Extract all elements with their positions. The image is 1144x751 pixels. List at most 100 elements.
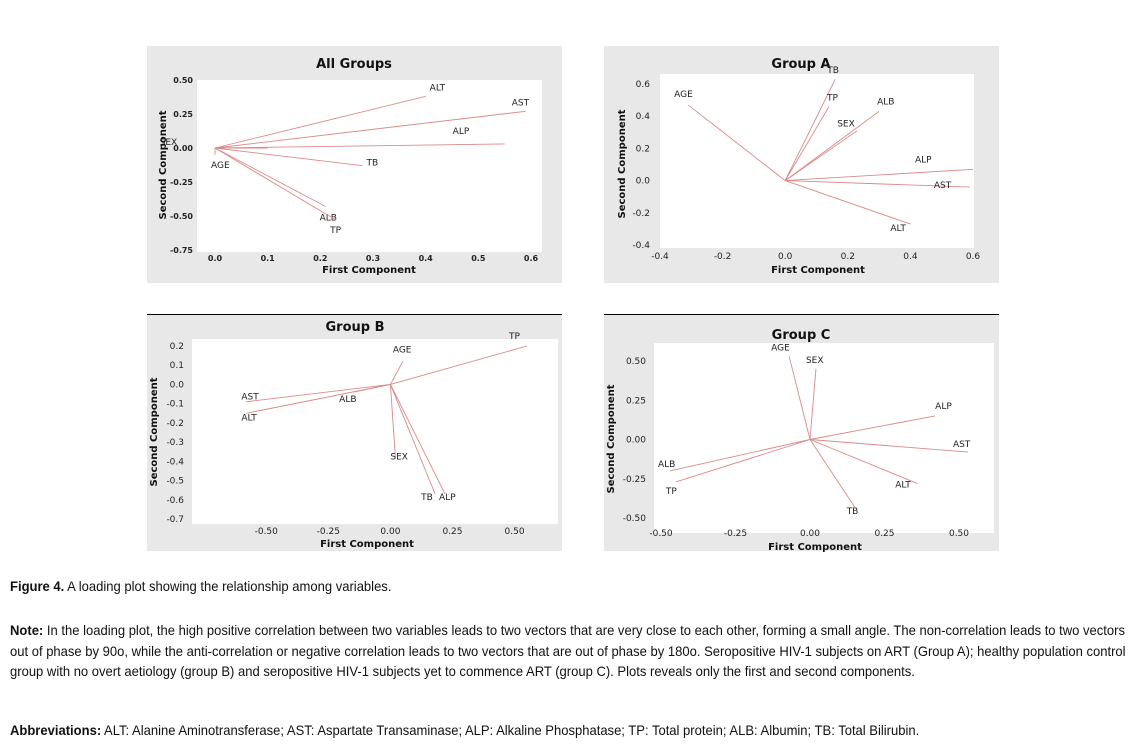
y-tick-label: -0.1 [166,400,184,410]
vector-label-sex: SEX [806,356,824,366]
chart-group-b: Group B 0.2 0.1 0.0 -0.1 -0.2 -0.3 -0.4 -0.5 -0.… [147,315,562,551]
vector-label-alp: ALP [935,402,952,412]
loading-vector-ast [246,383,391,403]
loading-vector-ast [809,439,968,453]
y-tick-label: -0.2 [166,419,184,429]
loading-vector-alp [785,168,974,182]
y-tick-label: 0.50 [173,76,193,85]
vector-label-alb: ALB [658,460,675,470]
loading-vector-alb [214,147,326,207]
note-label: Note: [10,622,44,638]
vector-label-tb: TB [420,493,433,503]
y-tick-label: -0.75 [170,246,193,255]
y-axis-label: Second Component [158,110,169,219]
vector-label-ast: AST [241,393,259,403]
y-tick-label: -0.7 [166,515,184,525]
chart-group-a: Group A 0.6 0.4 0.2 0.0 -0.2 -0.4 -0.4 -0.2 0.0… [604,46,999,283]
y-tick-label: 0.00 [626,436,646,446]
loading-vector-alb [669,439,811,472]
chart-title: Group A [771,57,830,72]
vector-label-age: AGE [771,343,790,353]
y-tick-label: -0.4 [166,457,184,467]
chart-svg: All Groups 0.50 0.25 0.00 -0.25 -0.50 -0.75 0… [158,57,542,276]
loading-vector-alp [214,143,505,149]
panel-divider [604,314,999,315]
y-tick-label: -0.2 [632,209,650,219]
x-tick-label: 0.0 [208,254,223,263]
x-tick-label: 0.2 [313,254,327,263]
vector-label-alb: ALB [339,395,356,405]
x-tick-label: -0.50 [649,529,673,539]
x-tick-label: 0.6 [524,254,539,263]
caption-label: Figure 4. [10,578,65,594]
x-tick-label: 0.4 [903,252,918,262]
x-tick-label: 0.00 [380,527,400,537]
loading-vector-alb [353,384,391,393]
x-tick-label: 0.1 [261,254,276,263]
vector-label-sex: SEX [390,452,408,462]
x-axis-label: First Component [320,539,414,550]
vector-label-sex: SEX [160,138,178,148]
loading-vector-alt [809,439,918,484]
chart-svg: Group B 0.2 0.1 0.0 -0.1 -0.2 -0.3 -0.4 -0.5 -0.… [149,320,558,550]
vector-label-age: AGE [211,161,230,171]
x-tick-label: -0.25 [724,529,747,539]
x-tick-label: 0.25 [442,527,462,537]
loading-vector-tb [809,439,856,508]
chart-all-groups: All Groups 0.50 0.25 0.00 -0.25 -0.50 -0.75 0… [147,46,562,283]
vector-label-age: AGE [674,90,693,100]
vector-label-ast: AST [953,440,971,450]
vector-label-alp: ALP [439,493,456,503]
loading-vector-alp [390,384,446,495]
loading-vector-alp [809,415,936,440]
note-text: In the loading plot, the high positive c… [10,622,1126,679]
vector-label-alt: ALT [430,83,446,93]
loading-vector-tb [784,78,836,181]
vector-label-tp: TP [665,487,677,497]
x-tick-label: 0.3 [366,254,380,263]
vector-label-tp: TP [508,332,520,342]
vector-label-alb: ALB [877,97,894,107]
vector-label-alt: ALT [241,413,257,423]
x-tick-label: 0.4 [419,254,434,263]
loading-vector-tp [214,147,337,221]
y-tick-label: -0.50 [170,212,193,221]
loading-vector-age [788,356,811,440]
y-tick-label: 0.6 [636,80,651,90]
y-tick-label: -0.5 [166,477,184,487]
loading-vector-ast [785,180,970,188]
y-tick-label: 0.0 [636,177,651,187]
vector-label-alp: ALP [453,127,470,137]
caption-text: A loading plot showing the relationship … [64,578,392,594]
y-axis-label: Second Component [606,384,617,493]
loading-vector-tb [390,384,436,495]
y-tick-label: 0.00 [173,144,193,153]
x-tick-label: -0.2 [714,252,732,262]
abbreviations-text: ALT: Alanine Aminotransferase; AST: Aspa… [101,722,920,738]
vector-label-tp: TP [826,94,838,104]
y-tick-label: 0.25 [626,396,646,406]
abbreviations-label: Abbreviations: [10,722,102,738]
y-tick-label: 0.50 [626,357,646,367]
y-tick-label: 0.2 [170,342,184,352]
vector-label-sex: SEX [837,120,855,130]
y-tick-label: -0.50 [623,514,647,524]
y-tick-label: -0.4 [632,241,650,251]
loading-vector-tp [784,106,830,181]
vector-label-alb: ALB [320,213,337,223]
loading-vector-tb [214,147,363,167]
chart-title: All Groups [316,57,392,72]
vector-label-tb: TB [365,159,378,169]
y-tick-label: -0.3 [166,438,184,448]
loading-vector-age [687,104,786,181]
loading-vector-sex [809,368,817,440]
y-tick-label: 0.25 [173,110,193,119]
y-tick-label: 0.2 [636,144,650,154]
x-tick-label: -0.50 [255,527,279,537]
panel-divider [147,314,562,315]
x-tick-label: 0.25 [874,529,894,539]
y-tick-label: 0.4 [636,112,651,122]
x-tick-label: 0.5 [471,254,486,263]
x-tick-label: 0.50 [505,527,525,537]
vector-label-tb: TB [826,66,839,76]
